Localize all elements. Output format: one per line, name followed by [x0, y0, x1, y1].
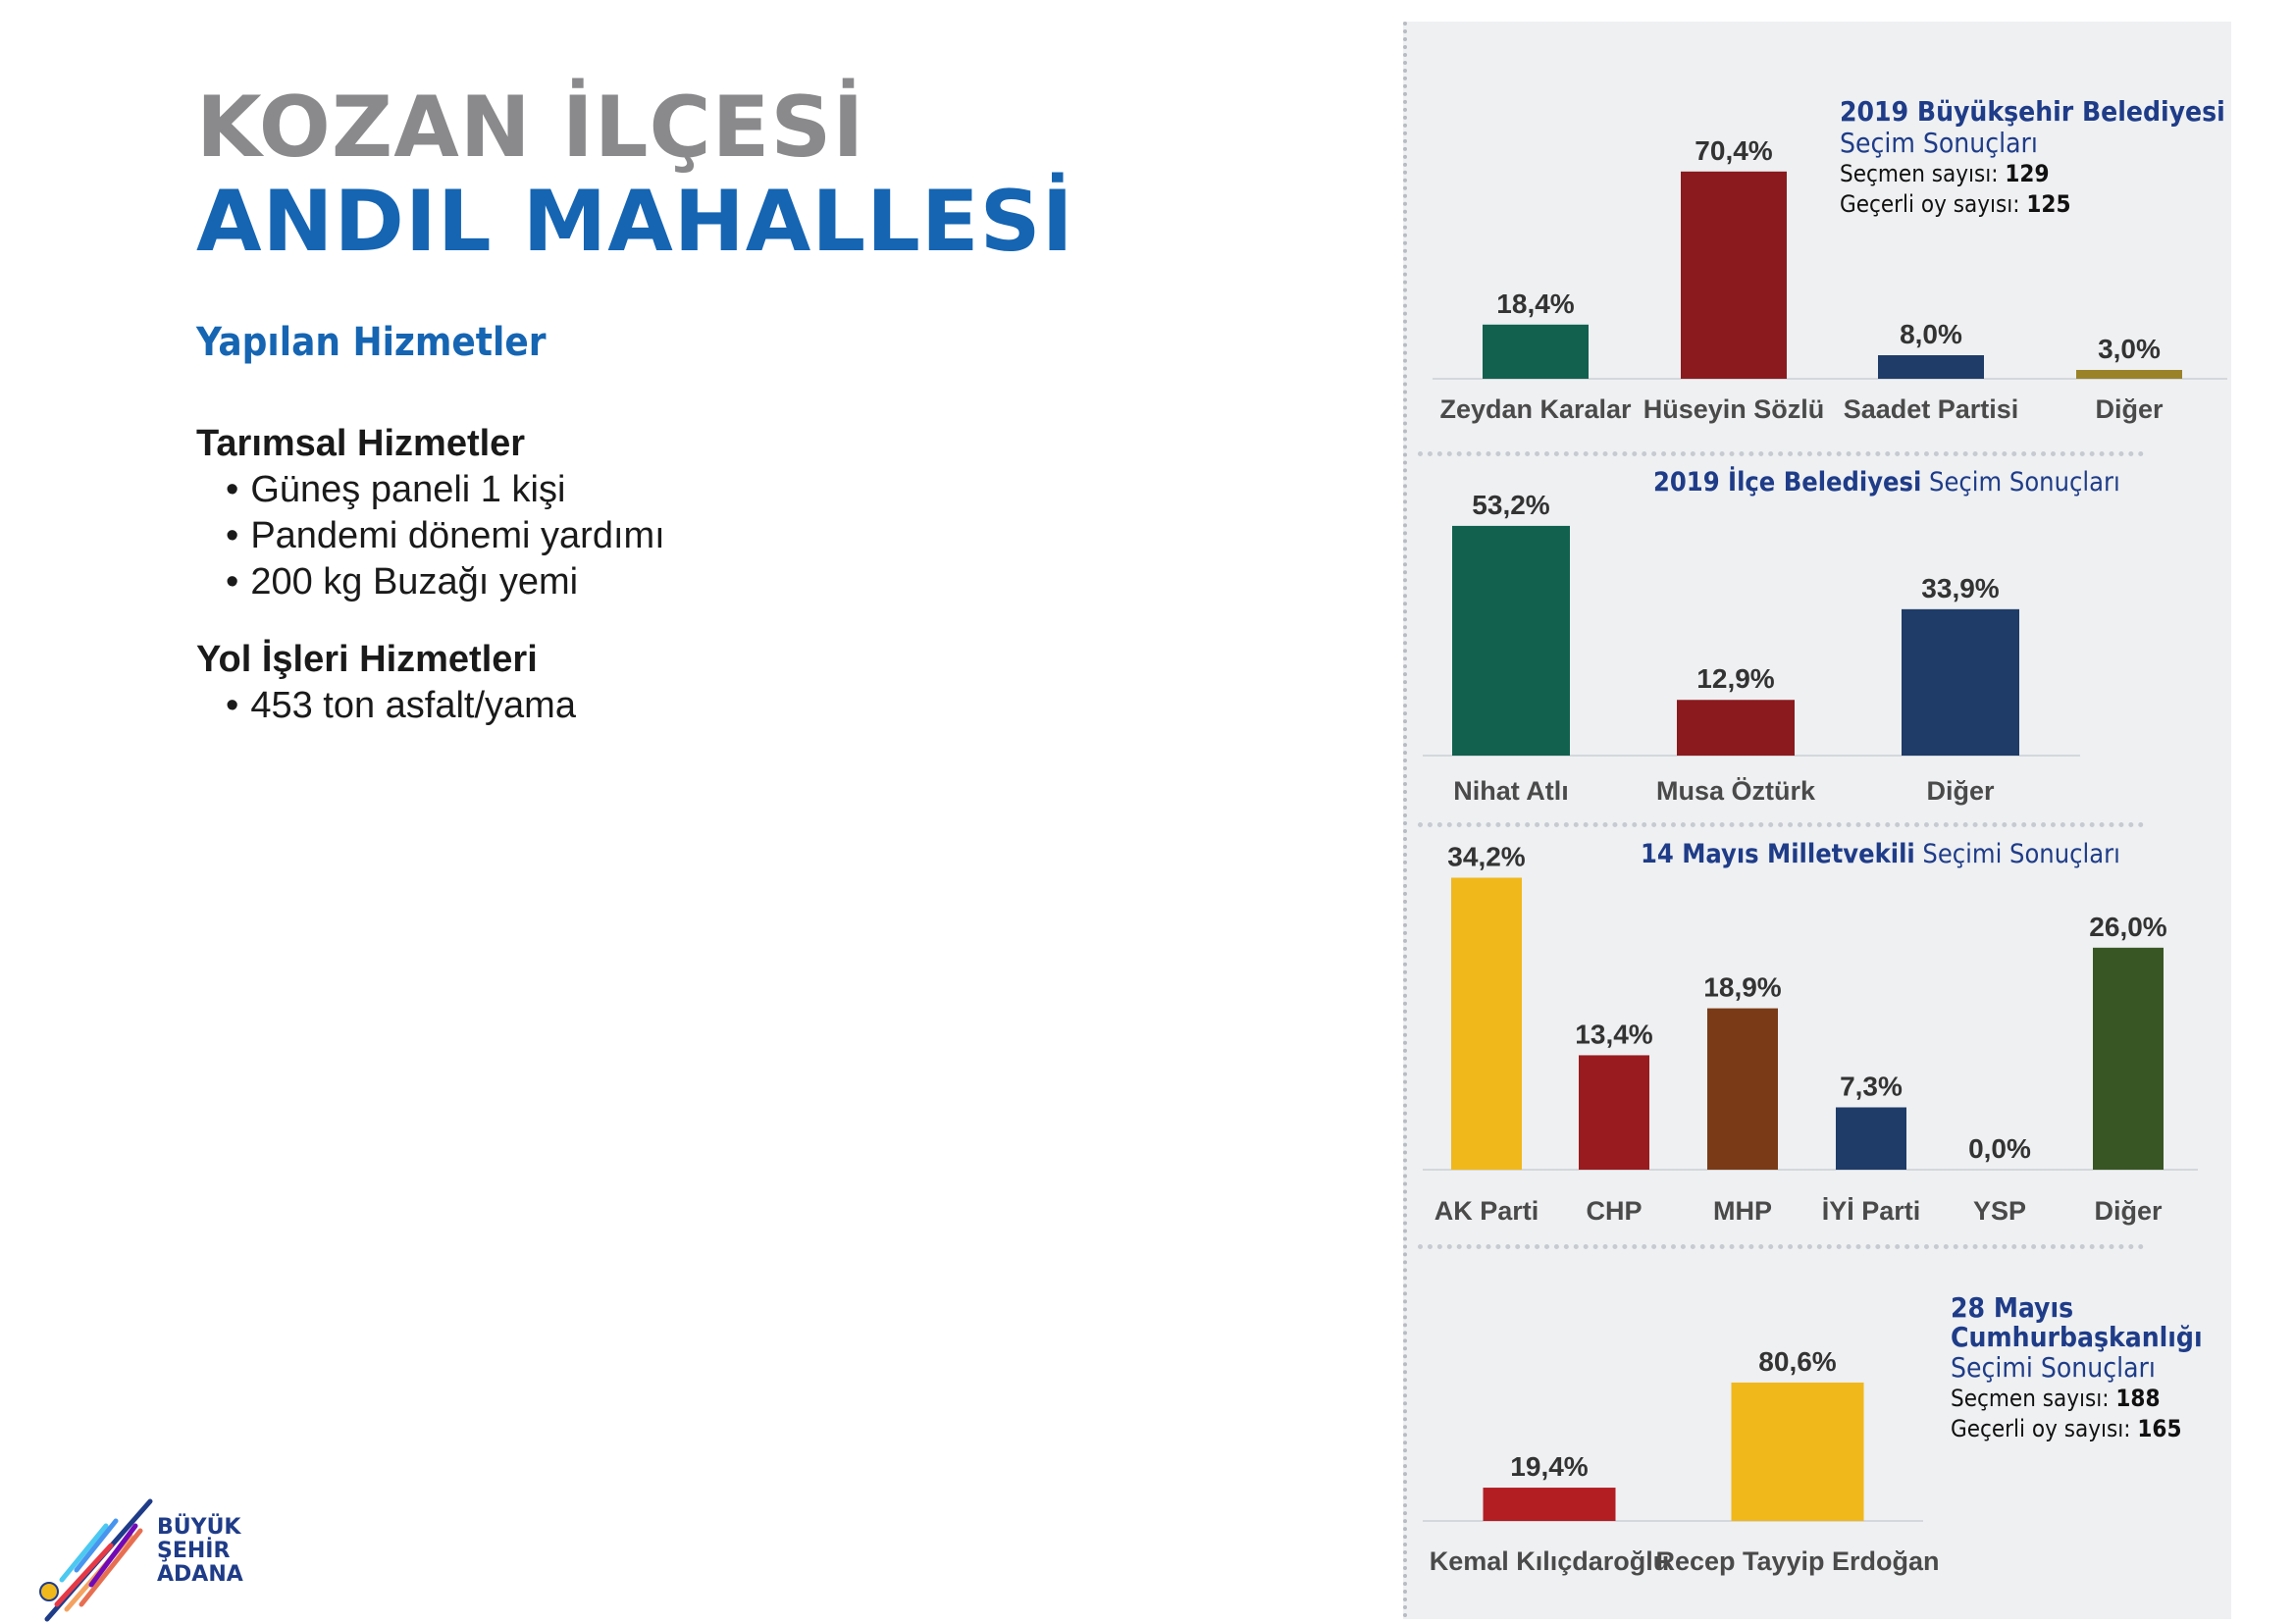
data-label: 18,9% [1703, 972, 1781, 1003]
bar [1451, 877, 1522, 1170]
valid-votes-count: 165 [2137, 1415, 2182, 1442]
bar [1452, 525, 1570, 756]
chart2-title: 2019 İlçe Belediyesi Seçim Sonuçları [1653, 467, 2120, 498]
logo-line: BÜYÜK [157, 1515, 241, 1540]
category-label: Kemal Kılıçdaroğlu [1430, 1546, 1670, 1576]
voters-label: Seçmen sayısı: [1840, 160, 1999, 187]
data-label: 26,0% [2089, 912, 2166, 942]
category-label: Nihat Atlı [1453, 776, 1569, 806]
bar [1902, 608, 2019, 756]
logo-line: ADANA [157, 1562, 243, 1587]
bar [1483, 324, 1589, 379]
category-label: Saadet Partisi [1844, 394, 2019, 424]
valid-votes-count: 125 [2026, 190, 2071, 218]
bar [1878, 355, 1984, 379]
data-label: 33,9% [1921, 573, 1999, 603]
chart1-title-rest: Seçim Sonuçları [1840, 127, 2038, 159]
category-label: Diğer [1926, 776, 1995, 806]
data-label: 0,0% [1968, 1133, 2031, 1164]
data-label: 13,4% [1575, 1019, 1652, 1049]
category-label: İYİ Parti [1822, 1196, 1921, 1226]
voters-count: 129 [2005, 160, 2050, 187]
chart2-title-rest: Seçim Sonuçları [1929, 467, 2120, 498]
bar [2076, 370, 2182, 379]
service-group-roads: Yol İşleri Hizmetleri 453 ton asfalt/yam… [196, 636, 576, 729]
chart-district-2019: 53,2% Nihat Atlı 12,9% Musa Öztürk 33,9% Diğe… [1423, 490, 2080, 806]
chart4-title-bold: Cumhurbaşkanlığı [1951, 1321, 2203, 1353]
data-label: 53,2% [1472, 490, 1549, 520]
category-label: YSP [1973, 1196, 2026, 1226]
data-label: 8,0% [1900, 319, 1962, 349]
category-label: MHP [1713, 1196, 1772, 1226]
chart4-title-bold: 28 Mayıs [1951, 1291, 2074, 1324]
category-label: CHP [1586, 1196, 1642, 1226]
voters-count: 188 [2115, 1385, 2161, 1412]
data-label: 18,4% [1496, 288, 1574, 319]
neighborhood-title: ANDIL MAHALLESİ [196, 173, 1074, 271]
district-title: KOZAN İLÇESİ [196, 79, 865, 177]
service-group-agriculture: Tarımsal Hizmetler Güneş paneli 1 kişi P… [196, 420, 665, 605]
data-label: 12,9% [1696, 663, 1774, 694]
chart-metropolitan-2019: 18,4% Zeydan Karalar 70,4% Hüseyin Sözlü 8,0… [1433, 135, 2227, 424]
service-item: 200 kg Buzağı yemi [226, 559, 665, 605]
results-panel [1403, 22, 2231, 1619]
chart1-title: 2019 Büyükşehir Belediyesi Seçim Sonuçla… [1840, 96, 2225, 220]
category-label: Recep Tayyip Erdoğan [1655, 1546, 1939, 1576]
valid-votes-label: Geçerli oy sayısı: [1840, 190, 2020, 218]
data-label: 3,0% [2098, 334, 2161, 364]
buyuksehir-adana-logo-icon [39, 1498, 153, 1622]
chart4-title: 28 Mayıs Cumhurbaşkanlığı Seçimi Sonuçla… [1951, 1293, 2203, 1444]
data-label: 80,6% [1758, 1346, 1836, 1377]
logo-wordmark: BÜYÜK ŞEHİR ADANA [157, 1516, 243, 1587]
bar [1707, 1008, 1778, 1170]
bar [1677, 700, 1795, 756]
bar [2093, 947, 2164, 1170]
bar [1731, 1382, 1864, 1521]
service-item: Güneş paneli 1 kişi [226, 467, 665, 513]
service-group-title: Yol İşleri Hizmetleri [196, 639, 538, 680]
data-label: 19,4% [1510, 1451, 1588, 1482]
bar [1483, 1488, 1616, 1521]
service-item: 453 ton asfalt/yama [226, 683, 576, 729]
data-label: 34,2% [1447, 844, 1525, 871]
bar [1836, 1107, 1906, 1170]
chart4-title-rest: Seçimi Sonuçları [1951, 1351, 2156, 1384]
chart3-title-bold: 14 Mayıs Milletvekili [1641, 839, 1915, 869]
service-item: Pandemi dönemi yardımı [226, 513, 664, 559]
logo-line: ŞEHİR [157, 1539, 231, 1563]
category-label: Diğer [2094, 1196, 2163, 1226]
chart-separator [1418, 1244, 2144, 1249]
chart-presidential-may28: 19,4% Kemal Kılıçdaroğlu 80,6% Recep Tayyip… [1423, 1346, 1940, 1576]
data-label: 7,3% [1840, 1071, 1903, 1101]
services-heading: Yapılan Hizmetler [196, 320, 547, 365]
category-label: AK Parti [1434, 1196, 1539, 1226]
bar [1579, 1055, 1649, 1170]
chart1-title-bold: 2019 Büyükşehir Belediyesi [1840, 95, 2225, 128]
chart3-title: 14 Mayıs Milletvekili Seçimi Sonuçları [1641, 839, 2120, 869]
chart2-title-bold: 2019 İlçe Belediyesi [1653, 467, 1922, 498]
chart3-title-rest: Seçimi Sonuçları [1922, 839, 2120, 869]
category-label: Hüseyin Sözlü [1643, 394, 1825, 424]
category-label: Zeydan Karalar [1439, 394, 1632, 424]
valid-votes-label: Geçerli oy sayısı: [1951, 1415, 2131, 1442]
chart-parliament-may14: 34,2% AK Parti 13,4% CHP 18,9% MHP 7,3% İYİ Par… [1423, 844, 2198, 1226]
service-group-title: Tarımsal Hizmetler [196, 423, 526, 464]
chart-separator [1418, 822, 2144, 827]
voters-label: Seçmen sayısı: [1951, 1385, 2110, 1412]
data-label: 70,4% [1695, 135, 1772, 166]
category-label: Musa Öztürk [1656, 776, 1816, 806]
bar [1681, 171, 1787, 379]
chart-separator [1418, 451, 2144, 456]
category-label: Diğer [2095, 394, 2164, 424]
